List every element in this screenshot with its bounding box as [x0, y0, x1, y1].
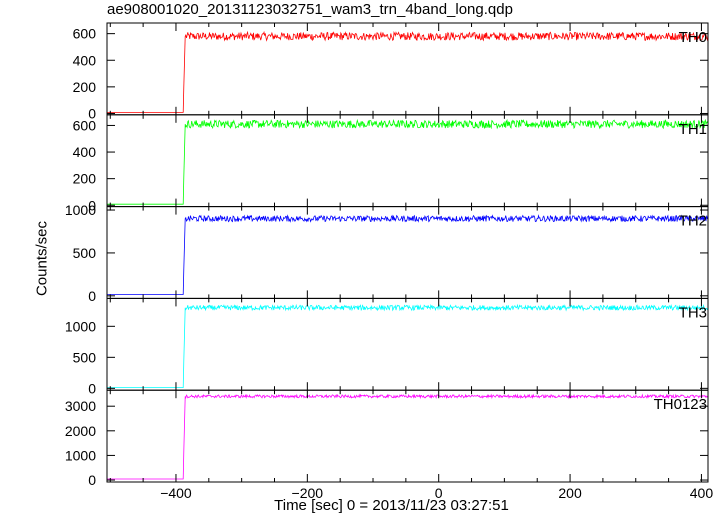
series-line-th3	[107, 303, 708, 389]
panel-frame	[106, 114, 709, 208]
x-tick-label: 400	[690, 485, 714, 501]
y-tick-label: 400	[73, 52, 97, 68]
y-tick-label: 1000	[65, 202, 96, 218]
y-tick-label: 1000	[65, 447, 96, 463]
y-tick-label: 0	[88, 197, 96, 213]
panel-frame	[106, 389, 709, 483]
x-axis-label: Time [sec] 0 = 2013/11/23 03:27:51	[274, 497, 509, 514]
y-tick-label: 0	[88, 472, 96, 488]
panel-label-th2: TH2	[679, 213, 707, 230]
panel-label-th3: TH3	[679, 304, 707, 321]
x-tick-label: −200	[292, 485, 324, 501]
x-tick-label: 200	[558, 485, 582, 501]
y-tick-label: 3000	[65, 398, 96, 414]
series-line-th0123	[107, 393, 708, 480]
panel-label-th1: TH1	[679, 121, 707, 138]
y-tick-label: 2000	[65, 423, 96, 439]
y-tick-label: 0	[88, 380, 96, 396]
y-tick-label: 400	[73, 144, 97, 160]
y-tick-label: 500	[73, 349, 97, 365]
panel-frame	[106, 297, 709, 391]
y-tick-label: 200	[73, 79, 97, 95]
y-tick-label: 1000	[65, 318, 96, 334]
y-tick-label: 600	[73, 26, 97, 42]
series-line-th0	[107, 30, 708, 113]
y-tick-label: 200	[73, 171, 97, 187]
series-line-th2	[107, 214, 708, 295]
y-tick-label: 600	[73, 117, 97, 133]
x-tick-label: −400	[160, 485, 192, 501]
series-line-th1	[107, 118, 708, 205]
panel-label-th0: TH0	[679, 29, 707, 46]
chart-title: ae908001020_20131123032751_wam3_trn_4ban…	[107, 1, 513, 18]
panel-label-th0123: TH0123	[654, 396, 707, 413]
x-tick-label: 0	[435, 485, 443, 501]
y-tick-label: 500	[73, 245, 97, 261]
y-tick-label: 0	[88, 105, 96, 121]
y-tick-label: 0	[88, 288, 96, 304]
